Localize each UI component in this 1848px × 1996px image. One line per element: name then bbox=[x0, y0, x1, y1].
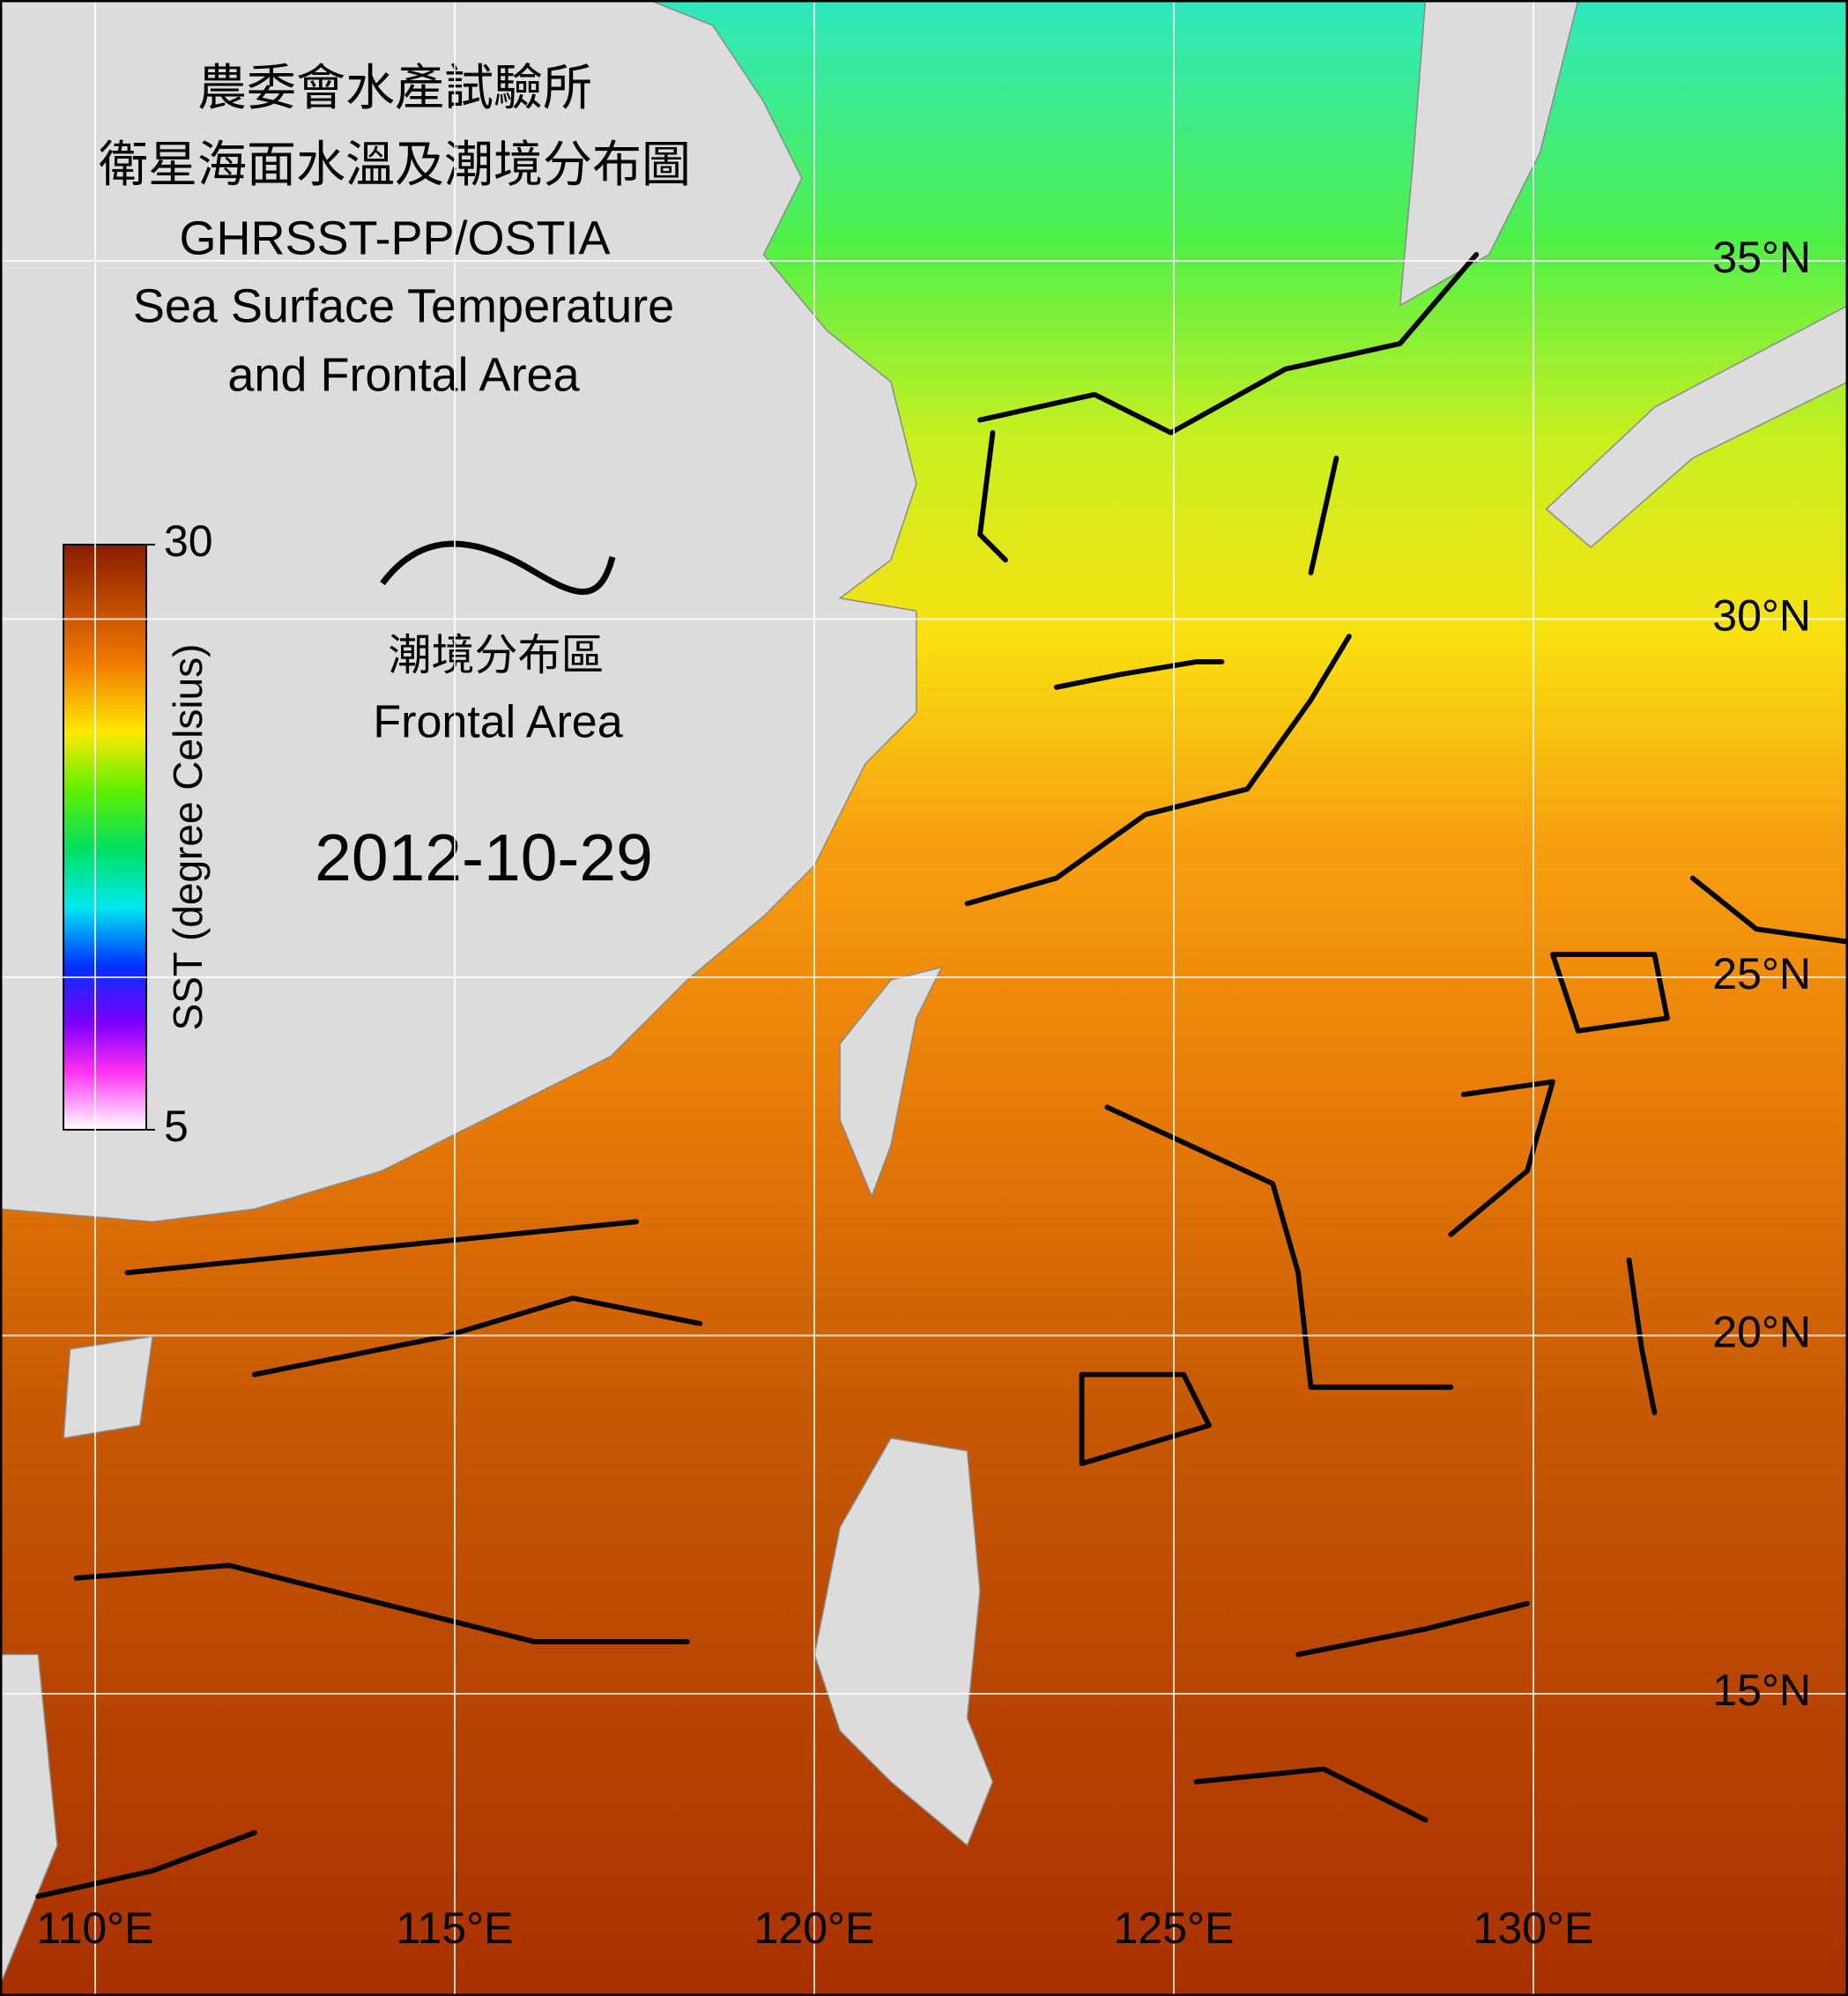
front bbox=[1295, 1600, 1530, 1658]
date: 2012-10-29 bbox=[315, 820, 653, 894]
lon-label: 130°E bbox=[1473, 1903, 1594, 1953]
front bbox=[1308, 456, 1340, 575]
front bbox=[1053, 659, 1225, 690]
luzon bbox=[813, 1437, 994, 1847]
lat-label: 15°N bbox=[1712, 1666, 1811, 1715]
taiwan bbox=[839, 966, 944, 1198]
lon-label: 110°E bbox=[36, 1903, 153, 1953]
front bbox=[1193, 1766, 1429, 1823]
lon-label: 120°E bbox=[754, 1903, 875, 1953]
front bbox=[35, 1829, 257, 1899]
title: and Frontal Area bbox=[227, 348, 580, 401]
hainan bbox=[63, 1335, 154, 1439]
legend-label: 潮境分布區 bbox=[388, 632, 604, 679]
colorbar-label: SST (degree Celsius) bbox=[165, 644, 211, 1031]
lat-label: 20°N bbox=[1712, 1308, 1811, 1357]
front bbox=[251, 1295, 703, 1377]
front bbox=[964, 634, 1352, 907]
front bbox=[1448, 1079, 1555, 1237]
legend-symbol bbox=[380, 540, 616, 595]
lon-label: 115°E bbox=[396, 1903, 513, 1953]
front bbox=[1626, 1257, 1658, 1415]
front bbox=[1689, 875, 1848, 945]
china bbox=[0, 0, 917, 1223]
front bbox=[1079, 1371, 1212, 1466]
colorbar-tick-label: 5 bbox=[164, 1102, 189, 1151]
title: 農委會水產試驗所 bbox=[197, 60, 592, 115]
front bbox=[1104, 1104, 1454, 1391]
labels: 農委會水產試驗所 衛星海面水溫及潮境分布圖 GHRSST-PP/OSTIA Se… bbox=[99, 60, 691, 1031]
lat-label: 25°N bbox=[1712, 949, 1811, 998]
lat-label: 30°N bbox=[1712, 591, 1811, 641]
colorbar-tick-label: 30 bbox=[164, 516, 213, 566]
colorbar bbox=[63, 544, 147, 1131]
front bbox=[1550, 952, 1670, 1034]
lat-label: 35°N bbox=[1712, 233, 1811, 282]
front bbox=[977, 430, 1008, 563]
title: GHRSST-PP/OSTIA bbox=[179, 211, 610, 264]
front bbox=[124, 1219, 639, 1276]
front bbox=[977, 251, 1480, 435]
legend-label: Frontal Area bbox=[373, 697, 622, 748]
front bbox=[73, 1562, 690, 1644]
title: Sea Surface Temperature bbox=[133, 279, 674, 332]
indochina bbox=[0, 1653, 58, 1986]
lon-label: 125°E bbox=[1114, 1903, 1235, 1953]
title: 衛星海面水溫及潮境分布圖 bbox=[99, 137, 691, 192]
